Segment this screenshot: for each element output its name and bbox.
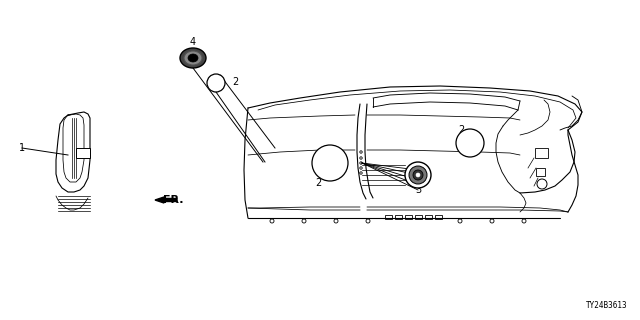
Circle shape bbox=[458, 219, 462, 223]
Circle shape bbox=[522, 219, 526, 223]
Circle shape bbox=[360, 151, 362, 153]
Circle shape bbox=[366, 219, 370, 223]
Circle shape bbox=[302, 219, 306, 223]
Bar bbox=[395, 215, 402, 219]
FancyArrow shape bbox=[155, 197, 177, 203]
Circle shape bbox=[537, 179, 547, 189]
Text: 1: 1 bbox=[19, 143, 25, 153]
Text: 2: 2 bbox=[232, 77, 238, 87]
Circle shape bbox=[416, 173, 420, 177]
Text: FR.: FR. bbox=[163, 195, 184, 205]
Circle shape bbox=[360, 167, 362, 169]
Circle shape bbox=[207, 74, 225, 92]
Bar bbox=[435, 215, 442, 219]
Text: TY24B3613: TY24B3613 bbox=[586, 301, 628, 310]
Bar bbox=[415, 215, 422, 219]
Ellipse shape bbox=[184, 51, 202, 65]
Circle shape bbox=[334, 219, 338, 223]
Text: 2: 2 bbox=[458, 125, 464, 135]
Ellipse shape bbox=[188, 54, 198, 62]
Circle shape bbox=[490, 219, 494, 223]
Circle shape bbox=[312, 145, 348, 181]
Circle shape bbox=[360, 172, 362, 174]
Circle shape bbox=[413, 170, 423, 180]
Text: 3: 3 bbox=[415, 185, 421, 195]
Text: 2: 2 bbox=[315, 178, 321, 188]
Circle shape bbox=[456, 129, 484, 157]
Polygon shape bbox=[536, 168, 545, 176]
Circle shape bbox=[409, 166, 427, 184]
Circle shape bbox=[360, 162, 362, 164]
Bar bbox=[405, 215, 412, 219]
Circle shape bbox=[270, 219, 274, 223]
Circle shape bbox=[405, 162, 431, 188]
Circle shape bbox=[360, 157, 362, 159]
Ellipse shape bbox=[180, 48, 206, 68]
Bar bbox=[425, 215, 432, 219]
Bar bbox=[76, 148, 90, 158]
Bar bbox=[385, 215, 392, 219]
Text: 4: 4 bbox=[190, 37, 196, 47]
Polygon shape bbox=[535, 148, 548, 158]
